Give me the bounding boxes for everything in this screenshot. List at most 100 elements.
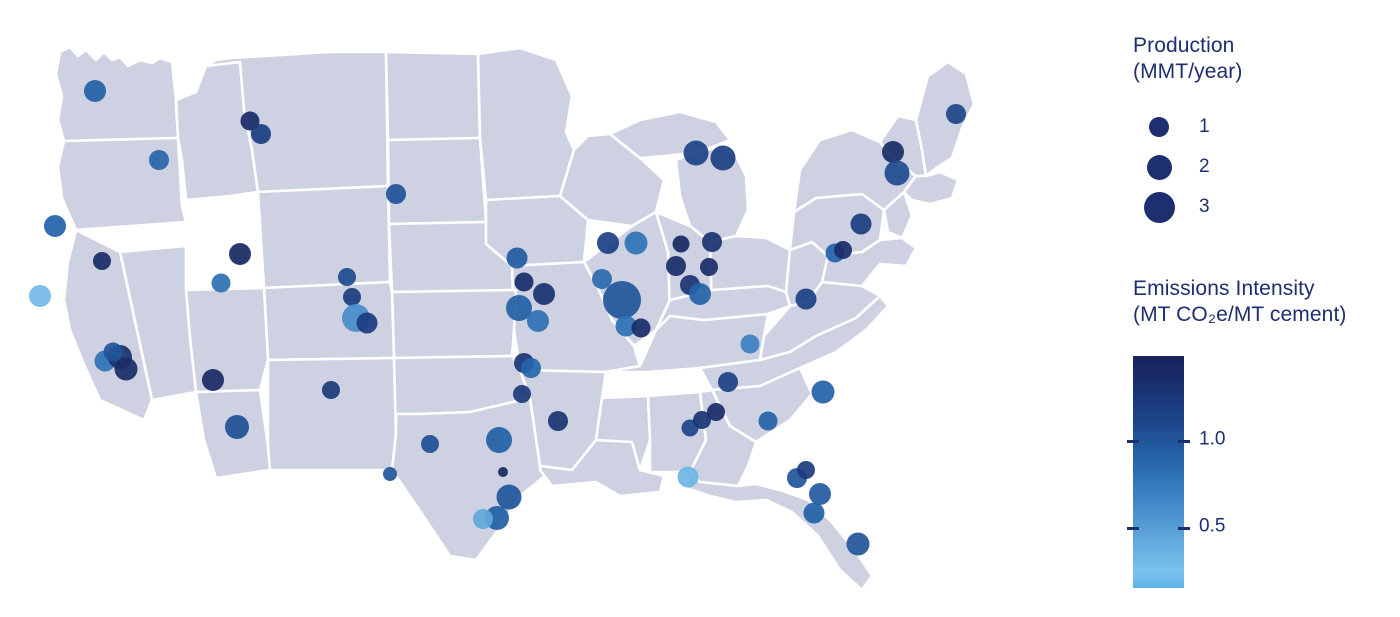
plant-bubble: [624, 231, 648, 255]
plant-bubble: [343, 288, 361, 306]
production-legend-bubble-box: [1133, 117, 1185, 137]
emissions-colorbar: [1133, 356, 1184, 588]
plant-bubble: [93, 252, 111, 270]
plant-bubble: [811, 380, 835, 404]
plant-bubble: [513, 385, 531, 403]
plant-bubble: [597, 232, 619, 254]
plant-bubble: [592, 269, 612, 289]
plant-bubble: [338, 268, 356, 286]
plant-bubble: [521, 358, 541, 378]
emissions-legend-title-line1: Emissions Intensity: [1133, 277, 1315, 300]
state-utah: [184, 286, 270, 394]
plant-bubble: [29, 285, 51, 307]
plant-bubble: [677, 466, 699, 488]
plant-bubble: [946, 104, 966, 124]
colorbar-tick-label: 0.5: [1199, 515, 1226, 537]
plant-bubble: [740, 334, 760, 354]
us-map-svg: [29, 45, 976, 592]
plant-bubble: [383, 467, 397, 481]
plant-bubble: [506, 295, 532, 321]
plant-bubble: [884, 160, 910, 186]
state-florida: [684, 470, 874, 592]
legend-panel: Production (MMT/year) 1 2 3 Emissions Inten…: [1120, 0, 1400, 617]
production-legend-label: 3: [1199, 196, 1210, 217]
plant-bubble: [834, 241, 852, 259]
emissions-intensity-legend: Emissions Intensity (MT CO₂e/MT cement) 1…: [1127, 276, 1398, 592]
state-new-mexico: [266, 356, 398, 472]
production-legend-bubble-box: [1133, 154, 1185, 180]
plant-bubble: [710, 145, 736, 171]
colorbar-tick-left: [1127, 439, 1139, 443]
plant-bubble: [473, 509, 493, 529]
plant-bubble: [44, 215, 66, 237]
production-legend-bubble: [1146, 154, 1172, 180]
state-new-jersey: [882, 190, 914, 240]
plant-bubble: [693, 411, 711, 429]
plant-bubble: [533, 283, 555, 305]
production-legend-row: 2: [1133, 147, 1393, 187]
production-legend-label: 2: [1199, 156, 1210, 177]
plant-bubble: [103, 342, 123, 362]
plant-bubble: [882, 141, 904, 163]
plant-bubble: [603, 281, 641, 319]
state-massachusetts-ct-ri: [902, 170, 960, 206]
plant-bubble: [702, 232, 722, 252]
state-wyoming: [256, 184, 392, 290]
plant-bubble: [202, 369, 224, 391]
state-oregon: [56, 136, 188, 232]
production-legend-items: 1 2 3: [1133, 107, 1393, 227]
production-size-legend: Production (MMT/year) 1 2 3: [1133, 33, 1393, 227]
plant-bubble: [496, 484, 522, 510]
colorbar-wrap: 1.0 0.5: [1127, 356, 1383, 592]
production-legend-title: Production (MMT/year): [1133, 33, 1393, 85]
plant-bubble: [718, 372, 738, 392]
production-legend-bubble-box: [1133, 191, 1185, 223]
plant-bubble: [356, 312, 378, 334]
plant-bubble: [548, 411, 568, 431]
plant-bubble: [809, 483, 831, 505]
state-maryland-delaware: [820, 236, 918, 288]
plant-bubble: [850, 213, 872, 235]
plant-bubble: [631, 318, 651, 338]
plant-bubble: [797, 461, 815, 479]
plant-bubble: [707, 403, 725, 421]
plant-bubble: [211, 273, 231, 293]
production-legend-bubble: [1149, 117, 1169, 137]
production-legend-title-line2: (MMT/year): [1133, 60, 1243, 83]
plant-bubble: [225, 415, 249, 439]
state-south-dakota: [386, 136, 488, 226]
plant-bubble: [421, 435, 439, 453]
plant-bubble: [846, 532, 870, 556]
plant-bubble: [672, 235, 690, 253]
plant-bubble: [251, 124, 271, 144]
production-legend-title-line1: Production: [1133, 34, 1235, 57]
plant-bubble: [486, 427, 512, 453]
state-louisiana: [538, 438, 666, 498]
plant-bubble: [240, 111, 260, 131]
plant-bubble: [795, 288, 817, 310]
plant-bubble: [514, 272, 534, 292]
plant-bubble: [498, 467, 508, 477]
us-map-panel: [29, 45, 976, 592]
plant-bubble: [700, 258, 718, 276]
colorbar-tick-right: [1178, 527, 1190, 531]
state-washington: [54, 45, 180, 143]
plant-bubble: [84, 80, 106, 102]
production-legend-row: 1: [1133, 107, 1393, 147]
production-legend-bubble: [1143, 191, 1175, 223]
plant-bubble: [506, 247, 528, 269]
state-north-dakota: [384, 50, 482, 142]
plant-bubble: [683, 140, 709, 166]
plant-bubble: [803, 502, 825, 524]
plant-bubble: [149, 150, 169, 170]
plant-bubble: [322, 381, 340, 399]
production-legend-label: 1: [1199, 116, 1210, 137]
state-maine: [914, 60, 976, 178]
plant-bubbles-group: [29, 80, 966, 556]
emissions-legend-title-line2: (MT CO₂e/MT cement): [1133, 303, 1347, 326]
plant-bubble: [229, 243, 251, 265]
plant-bubble: [666, 256, 686, 276]
state-kansas: [390, 288, 518, 360]
plant-bubble: [527, 310, 549, 332]
